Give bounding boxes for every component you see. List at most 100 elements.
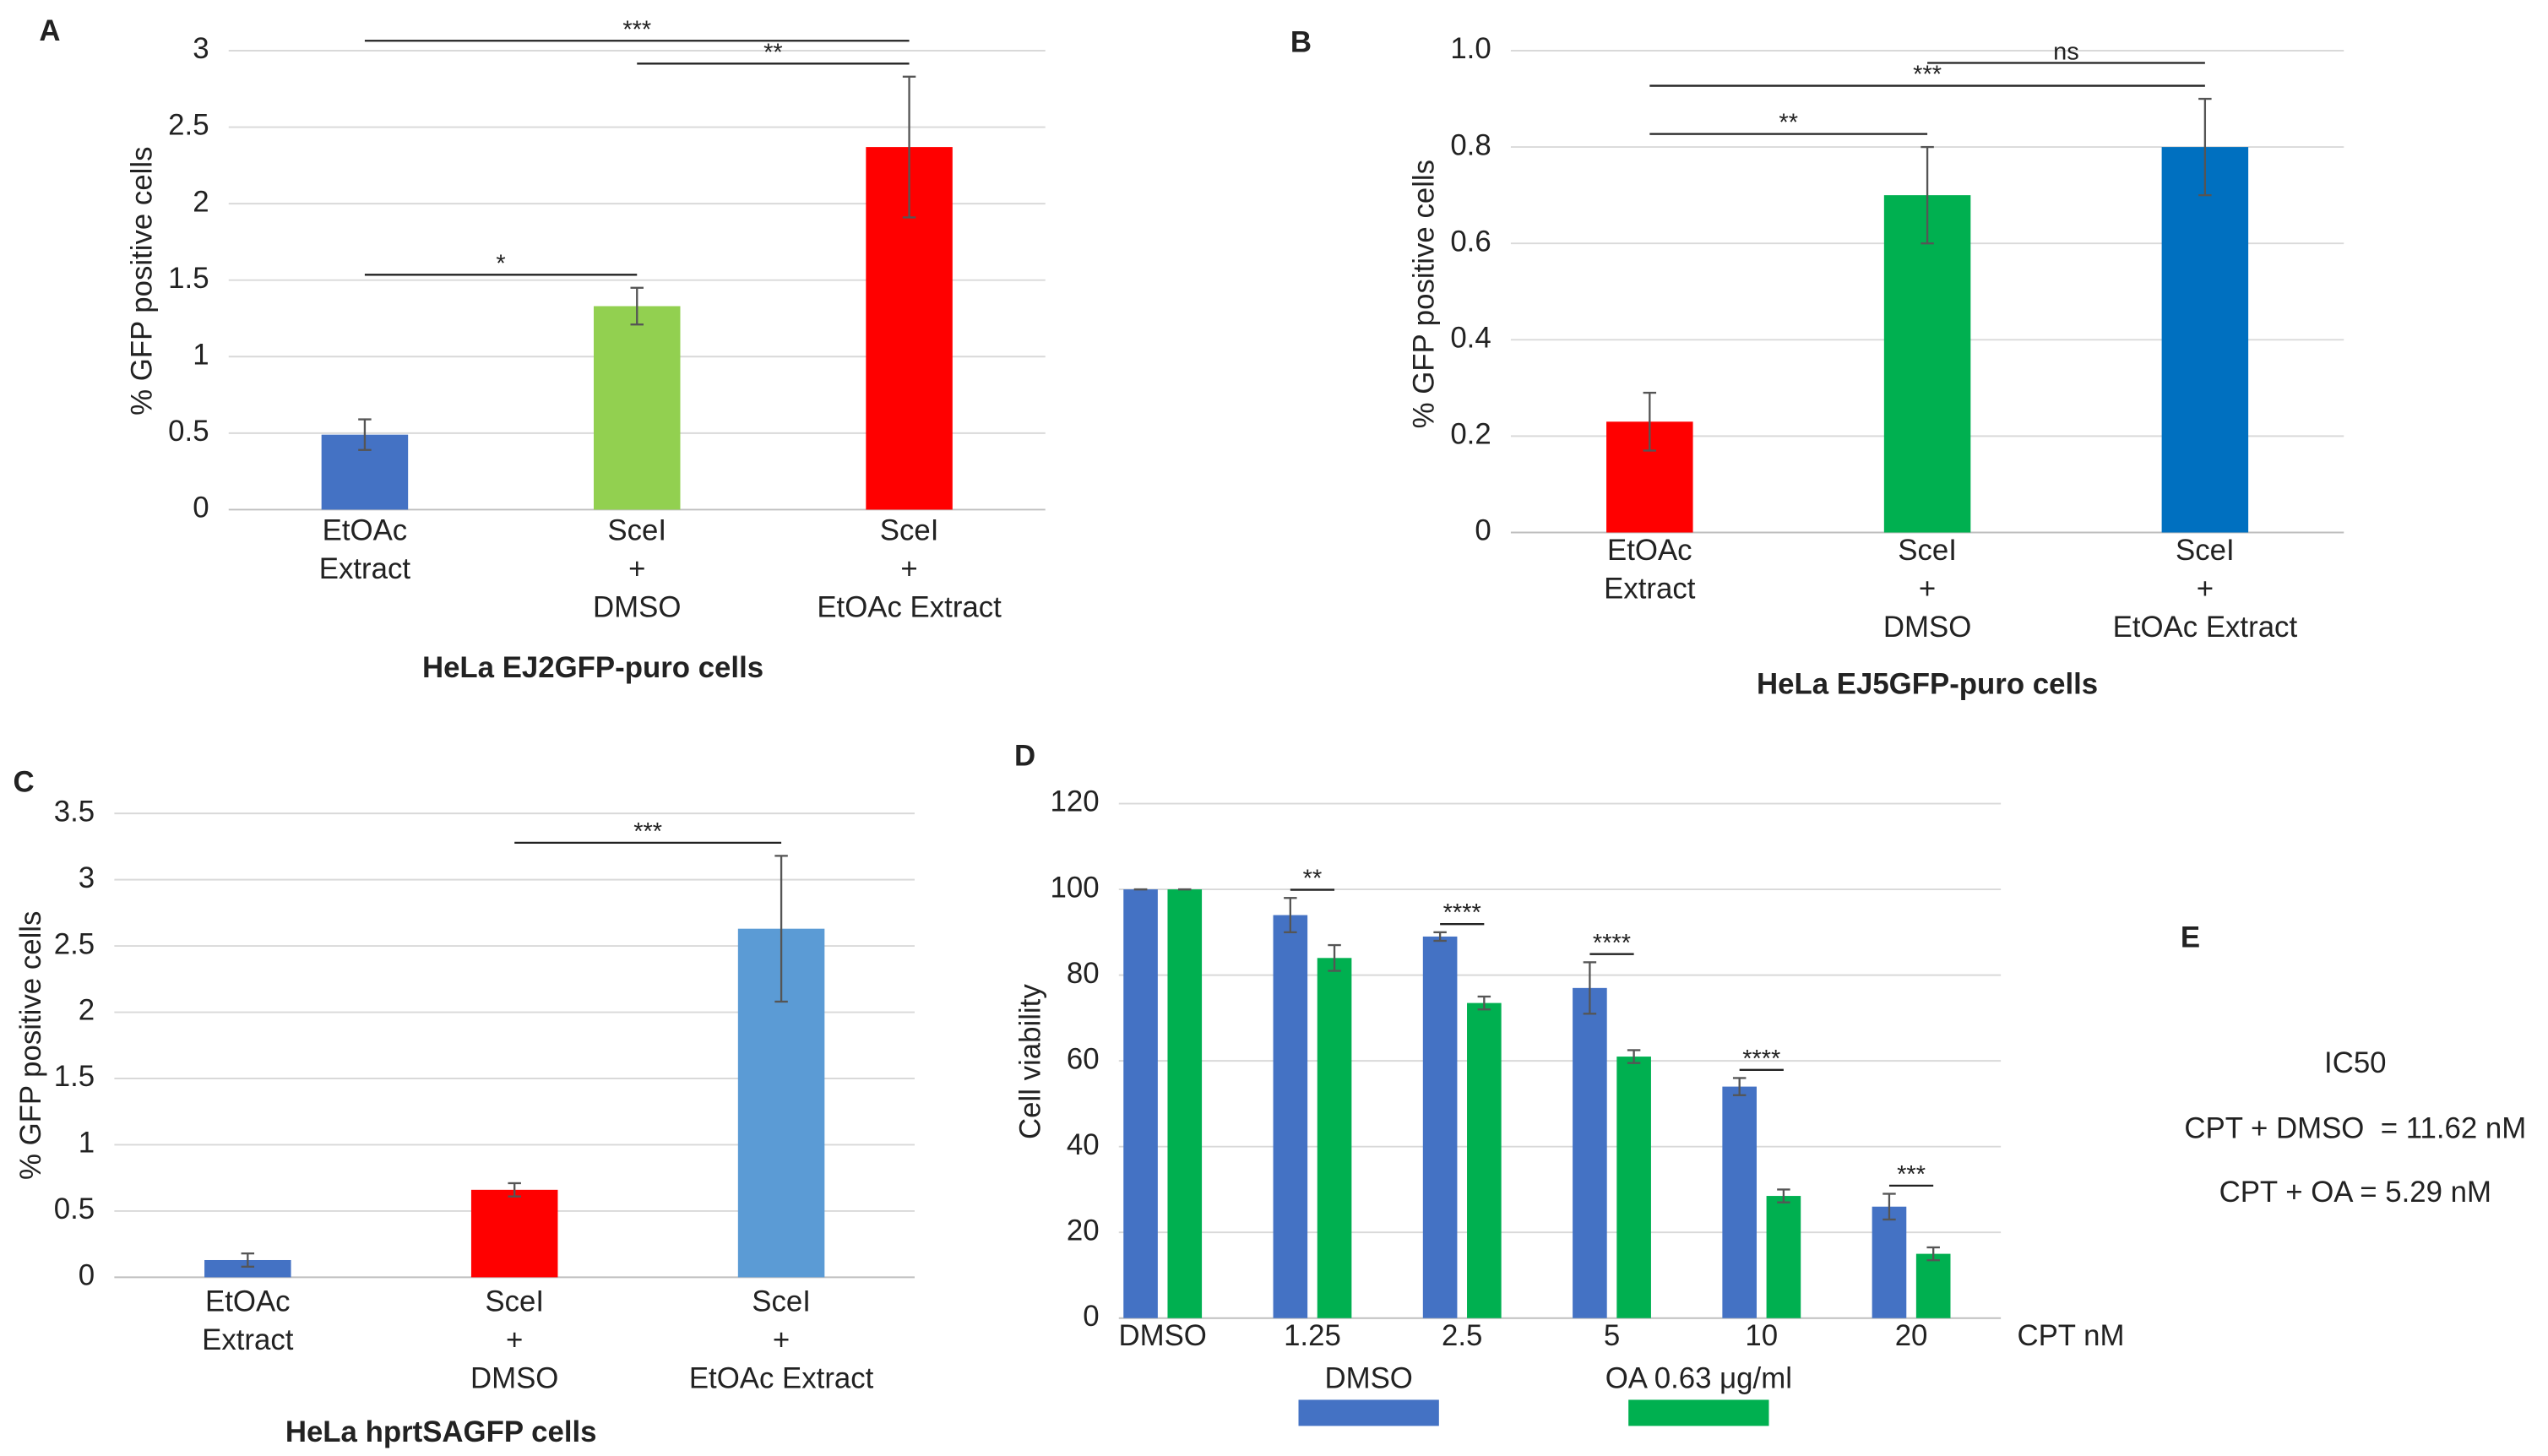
y-tick-label: 0 [1083, 1300, 1099, 1333]
panel-letter: D [1014, 740, 1035, 773]
x-tick-label: EtOAc [1607, 534, 1692, 567]
significance-label: **** [1742, 1046, 1780, 1073]
y-tick-label: 3 [193, 32, 209, 65]
x-tick-label: + [900, 552, 917, 585]
x-tick-label: SceI [752, 1285, 811, 1318]
y-tick-label: 0 [1475, 514, 1491, 547]
y-tick-label: 80 [1067, 957, 1100, 990]
bar [1123, 889, 1158, 1318]
y-axis-label: % GFP positive cells [1408, 160, 1441, 428]
bar [1467, 1002, 1502, 1318]
x-tick-label: Extract [1604, 572, 1696, 605]
x-tick-label: 2.5 [1442, 1319, 1482, 1352]
significance-label: ** [1779, 110, 1798, 137]
y-tick-label: 0.4 [1450, 321, 1491, 354]
y-tick-label: 2.5 [54, 927, 95, 960]
x-tick-label: DMSO [593, 591, 681, 624]
x-tick-label: DMSO [1883, 611, 1971, 644]
y-tick-label: 1.0 [1450, 32, 1491, 65]
bar [593, 306, 681, 510]
bar [1273, 915, 1308, 1318]
x-axis-label: HeLa EJ2GFP-puro cells [422, 651, 763, 684]
x-tick-label: EtOAc [205, 1285, 291, 1318]
y-tick-label: 120 [1051, 785, 1100, 818]
y-tick-label: 3 [79, 861, 95, 894]
y-tick-label: 1 [193, 338, 209, 371]
bar [1766, 1196, 1801, 1318]
x-tick-label: 5 [1604, 1319, 1620, 1352]
significance-label: *** [622, 16, 651, 43]
bar [1883, 195, 1971, 533]
x-tick-label: SceI [485, 1285, 544, 1318]
significance-label: ** [763, 39, 783, 66]
bar [1616, 1057, 1651, 1318]
bar [1317, 958, 1352, 1318]
x-tick-label: Extract [319, 552, 411, 585]
significance-label: ns [2053, 39, 2079, 66]
significance-label: **** [1443, 899, 1481, 926]
y-axis-label: % GFP positive cells [14, 911, 47, 1180]
x-tick-label: SceI [880, 514, 939, 547]
y-tick-label: 2.5 [168, 109, 209, 142]
x-tick-label: SceI [1898, 534, 1957, 567]
x-tick-label: DMSO [1118, 1319, 1206, 1352]
x-tick-label: + [1919, 572, 1936, 605]
y-tick-label: 60 [1067, 1042, 1100, 1075]
x-axis-label: HeLa hprtSAGFP cells [285, 1415, 597, 1448]
bar [1422, 936, 1458, 1318]
legend-swatch [1628, 1399, 1769, 1426]
panel-letter: A [39, 14, 60, 47]
x-tick-label: Extract [202, 1323, 294, 1356]
y-tick-label: 2 [193, 185, 209, 218]
y-tick-label: 1 [79, 1127, 95, 1160]
x-tick-label: DMSO [470, 1361, 558, 1394]
y-tick-label: 100 [1051, 871, 1100, 904]
y-tick-label: 0 [79, 1259, 95, 1292]
bar [1573, 987, 1607, 1318]
x-unit-label: CPT nM [2017, 1319, 2124, 1352]
y-tick-label: 2 [79, 994, 95, 1027]
y-tick-label: 1.5 [168, 262, 209, 295]
x-tick-label: SceI [2176, 534, 2235, 567]
x-tick-label: EtOAc Extract [2113, 611, 2298, 644]
y-tick-label: 3.5 [54, 795, 95, 828]
x-tick-label: + [773, 1323, 790, 1356]
y-axis-label: % GFP positive cells [125, 146, 158, 415]
significance-label: ** [1303, 866, 1323, 893]
significance-label: *** [633, 818, 662, 845]
panel-letter: C [13, 766, 34, 799]
bar [470, 1189, 558, 1278]
ic50-line: CPT + OA = 5.29 nM [2219, 1176, 2491, 1209]
legend-label: DMSO [1324, 1361, 1412, 1394]
ic50-title: IC50 [2324, 1046, 2387, 1079]
y-tick-label: 0.5 [168, 415, 209, 448]
y-tick-label: 0.5 [54, 1193, 95, 1225]
x-tick-label: 10 [1745, 1319, 1778, 1352]
x-tick-label: EtOAc Extract [689, 1361, 874, 1394]
significance-label: **** [1593, 930, 1631, 957]
x-tick-label: 20 [1895, 1319, 1928, 1352]
x-tick-label: SceI [607, 514, 666, 547]
y-tick-label: 0.2 [1450, 418, 1491, 451]
y-tick-label: 0.8 [1450, 128, 1491, 161]
x-tick-label: + [506, 1323, 523, 1356]
significance-label: *** [1913, 62, 1942, 89]
x-tick-label: EtOAc [323, 514, 408, 547]
ic50-line: CPT + DMSO = 11.62 nM [2184, 1112, 2526, 1145]
y-axis-label: Cell viability [1013, 984, 1046, 1139]
panel-letter: E [2181, 921, 2200, 953]
y-tick-label: 20 [1067, 1214, 1100, 1247]
significance-label: *** [1897, 1161, 1926, 1188]
panel-letter: B [1290, 25, 1312, 58]
x-axis-label: HeLa EJ5GFP-puro cells [1757, 667, 2098, 700]
x-tick-label: + [2197, 572, 2214, 605]
y-tick-label: 1.5 [54, 1060, 95, 1093]
bar [1915, 1253, 1951, 1318]
significance-label: * [496, 250, 505, 277]
bar [1722, 1086, 1757, 1318]
x-tick-label: 1.25 [1284, 1319, 1341, 1352]
x-tick-label: EtOAc Extract [817, 591, 1002, 624]
legend-swatch [1298, 1399, 1439, 1426]
bar [204, 1259, 291, 1278]
